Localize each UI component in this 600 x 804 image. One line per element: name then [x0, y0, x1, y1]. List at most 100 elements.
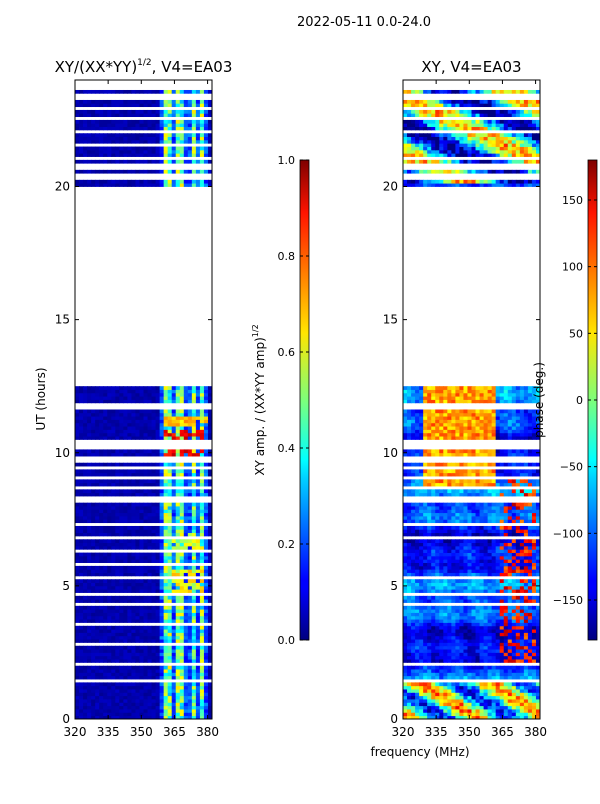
phase-heatmap-cell — [508, 652, 513, 656]
amp-heatmap-cell — [176, 103, 181, 107]
amp-heatmap-cell — [196, 569, 201, 573]
phase-heatmap-cell — [443, 549, 448, 553]
amp-heatmap-cell — [148, 539, 153, 543]
phase-heatmap-cell — [496, 639, 501, 643]
phase-heatmap-cell — [504, 669, 509, 673]
amp-heatmap-cell — [123, 426, 128, 430]
amp-heatmap-cell — [204, 483, 209, 487]
amp-heatmap-cell — [127, 599, 132, 603]
amp-heatmap-cell — [160, 120, 165, 124]
amp-heatmap-cell — [99, 586, 104, 590]
phase-heatmap-cell — [492, 589, 497, 593]
amp-heatmap-cell — [164, 669, 169, 673]
phase-heatmap-cell — [520, 666, 525, 670]
amp-heatmap-cell — [95, 180, 100, 184]
amp-heatmap-cell — [152, 589, 157, 593]
amp-heatmap-cell — [176, 473, 181, 477]
amp-heatmap-cell — [172, 113, 177, 117]
phase-heatmap-cell — [496, 702, 501, 706]
amp-heatmap-cell — [115, 553, 120, 557]
amp-heatmap-cell — [172, 632, 177, 636]
amp-heatmap-cell — [91, 682, 96, 686]
amp-heatmap-cell — [172, 689, 177, 693]
amp-heatmap-cell — [95, 413, 100, 417]
amp-heatmap-cell — [180, 110, 185, 114]
amp-heatmap-cell — [87, 509, 92, 513]
phase-heatmap-cell — [403, 549, 408, 553]
amp-heatmap-cell — [75, 419, 80, 423]
amp-heatmap-cell — [148, 606, 153, 610]
amp-heatmap-cell — [176, 626, 181, 630]
amp-heatmap-cell — [184, 449, 189, 453]
amp-heatmap-cell — [172, 539, 177, 543]
phase-heatmap-cell — [520, 696, 525, 700]
amp-heatmap-cell — [188, 566, 193, 570]
amp-heatmap-cell — [95, 652, 100, 656]
phase-heatmap-cell — [431, 692, 436, 696]
amp-heatmap-cell — [123, 553, 128, 557]
amp-heatmap-cell — [119, 686, 124, 690]
amp-heatmap-cell — [119, 682, 124, 686]
amp-heatmap-cell — [127, 606, 132, 610]
amp-heatmap-cell — [188, 692, 193, 696]
amp-heatmap-cell — [168, 696, 173, 700]
phase-heatmap-cell — [427, 556, 432, 560]
phase-heatmap-cell — [427, 619, 432, 623]
amp-heatmap-cell — [180, 127, 185, 131]
amp-heatmap-cell — [107, 463, 112, 467]
amp-heatmap-cell — [135, 553, 140, 557]
amp-heatmap-cell — [131, 137, 136, 141]
phase-heatmap-cell — [411, 622, 416, 626]
phase-heatmap-cell — [532, 569, 537, 573]
amp-heatmap-cell — [160, 386, 165, 390]
phase-heatmap-cell — [496, 709, 501, 713]
amp-heatmap-cell — [164, 100, 169, 104]
amp-heatmap-cell — [103, 632, 108, 636]
amp-heatmap-cell — [135, 419, 140, 423]
phase-heatmap-cell — [532, 639, 537, 643]
phase-heatmap-cell — [435, 642, 440, 646]
amp-heatmap-cell — [152, 682, 157, 686]
amp-heatmap-cell — [79, 409, 84, 413]
amp-heatmap-cell — [152, 170, 157, 174]
amp-heatmap-cell — [164, 150, 169, 154]
amp-heatmap-cell — [144, 483, 149, 487]
phase-heatmap-cell — [463, 599, 468, 603]
amp-heatmap-cell — [152, 103, 157, 107]
amp-heatmap-cell — [75, 140, 80, 144]
amp-heatmap-cell — [172, 626, 177, 630]
phase-heatmap-cell — [516, 709, 521, 713]
phase-heatmap-cell — [500, 699, 505, 703]
amp-heatmap-cell — [115, 626, 120, 630]
amp-heatmap-cell — [168, 639, 173, 643]
amp-heatmap-cell — [119, 626, 124, 630]
phase-heatmap-cell — [403, 616, 408, 620]
phase-heatmap-cell — [512, 702, 517, 706]
phase-heatmap-cell — [411, 586, 416, 590]
phase-heatmap-cell — [411, 629, 416, 633]
phase-heatmap-cell — [455, 689, 460, 693]
amp-heatmap-cell — [127, 682, 132, 686]
amp-heatmap-cell — [144, 180, 149, 184]
amp-heatmap-cell — [164, 426, 169, 430]
amp-heatmap-cell — [164, 616, 169, 620]
amp-heatmap-cell — [156, 639, 161, 643]
phase-heatmap-cell — [472, 579, 477, 583]
amp-heatmap-cell — [176, 672, 181, 676]
amp-heatmap-cell — [107, 676, 112, 680]
amp-heatmap-cell — [123, 396, 128, 400]
phase-heatmap-cell — [431, 709, 436, 713]
amp-heatmap-cell — [115, 652, 120, 656]
amp-heatmap-cell — [168, 566, 173, 570]
amp-heatmap-cell — [87, 183, 92, 187]
phase-heatmap-cell — [415, 696, 420, 700]
amp-heatmap-cell — [180, 629, 185, 633]
amp-heatmap-cell — [131, 413, 136, 417]
phase-heatmap-cell — [504, 579, 509, 583]
amp-heatmap-cell — [119, 606, 124, 610]
phase-heatmap-cell — [419, 659, 424, 663]
phase-heatmap-cell — [484, 629, 489, 633]
amp-heatmap-cell — [139, 569, 144, 573]
amp-heatmap-cell — [152, 423, 157, 427]
phase-heatmap-cell — [447, 682, 452, 686]
